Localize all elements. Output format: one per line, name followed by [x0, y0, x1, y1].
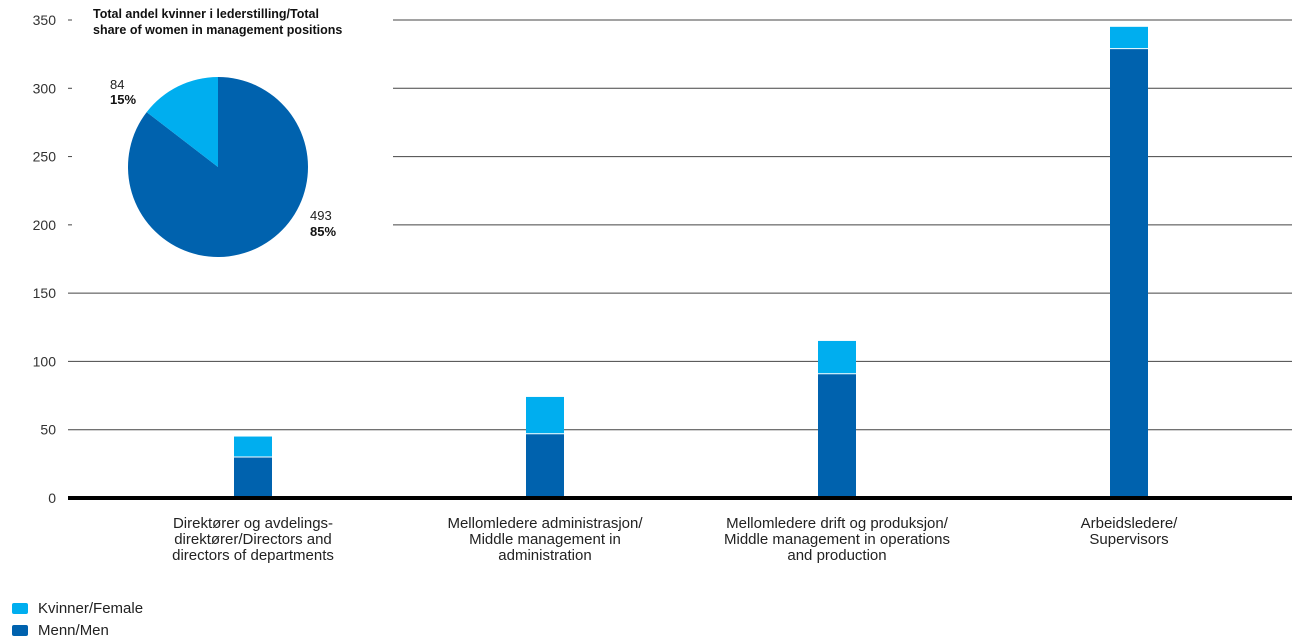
legend-swatch-male — [12, 624, 28, 636]
pie-label-men-percent: 85% — [310, 224, 336, 239]
bar-men — [818, 373, 856, 498]
bar-female — [1110, 26, 1148, 49]
bar-men — [234, 457, 272, 498]
y-axis: 0 50 100 150 200 250 300 350 — [33, 12, 57, 506]
bar-men — [1110, 48, 1148, 499]
bar-men — [526, 433, 564, 498]
pie-chart: Total andel kvinner i lederstilling/Tota… — [93, 7, 342, 257]
grid-lines — [68, 19, 1292, 431]
legend-item-female: Kvinner/Female — [12, 597, 143, 619]
y-tick-label: 200 — [33, 217, 57, 233]
bars — [234, 26, 1148, 499]
x-category-label: Mellomledere drift og produksjon/Middle … — [724, 515, 950, 564]
pie-label-female-percent: 15% — [110, 92, 136, 107]
y-tick-label: 250 — [33, 149, 57, 165]
x-category-label: Direktører og avdelings-direktører/Direc… — [172, 515, 334, 564]
y-tick-label: 350 — [33, 12, 57, 28]
bar-female — [234, 436, 272, 458]
x-axis-categories: Direktører og avdelings-direktører/Direc… — [172, 515, 1178, 564]
legend-swatch-female — [12, 602, 28, 614]
pie-slice-female — [146, 77, 218, 167]
legend-item-male: Menn/Men — [12, 619, 143, 641]
bar-female — [818, 340, 856, 374]
legend-label-female: Kvinner/Female — [38, 599, 144, 617]
y-tick-label: 150 — [33, 285, 57, 301]
y-tick-label: 0 — [48, 490, 56, 506]
legend-label-male: Menn/Men — [38, 621, 109, 639]
x-category-label: Arbeidsledere/Supervisors — [1081, 515, 1179, 548]
bar-female — [526, 396, 564, 434]
y-tick-label: 300 — [33, 80, 57, 96]
y-tick-label: 100 — [33, 353, 57, 369]
pie-title: Total andel kvinner i lederstilling/Tota… — [93, 7, 342, 37]
pie-label-men-value: 493 — [310, 208, 332, 223]
x-category-label: Mellomledere administrasjon/Middle manag… — [447, 515, 643, 564]
legend: Kvinner/Female Menn/Men — [12, 597, 143, 641]
pie-label-female-value: 84 — [110, 77, 124, 92]
y-tick-label: 50 — [40, 422, 56, 438]
